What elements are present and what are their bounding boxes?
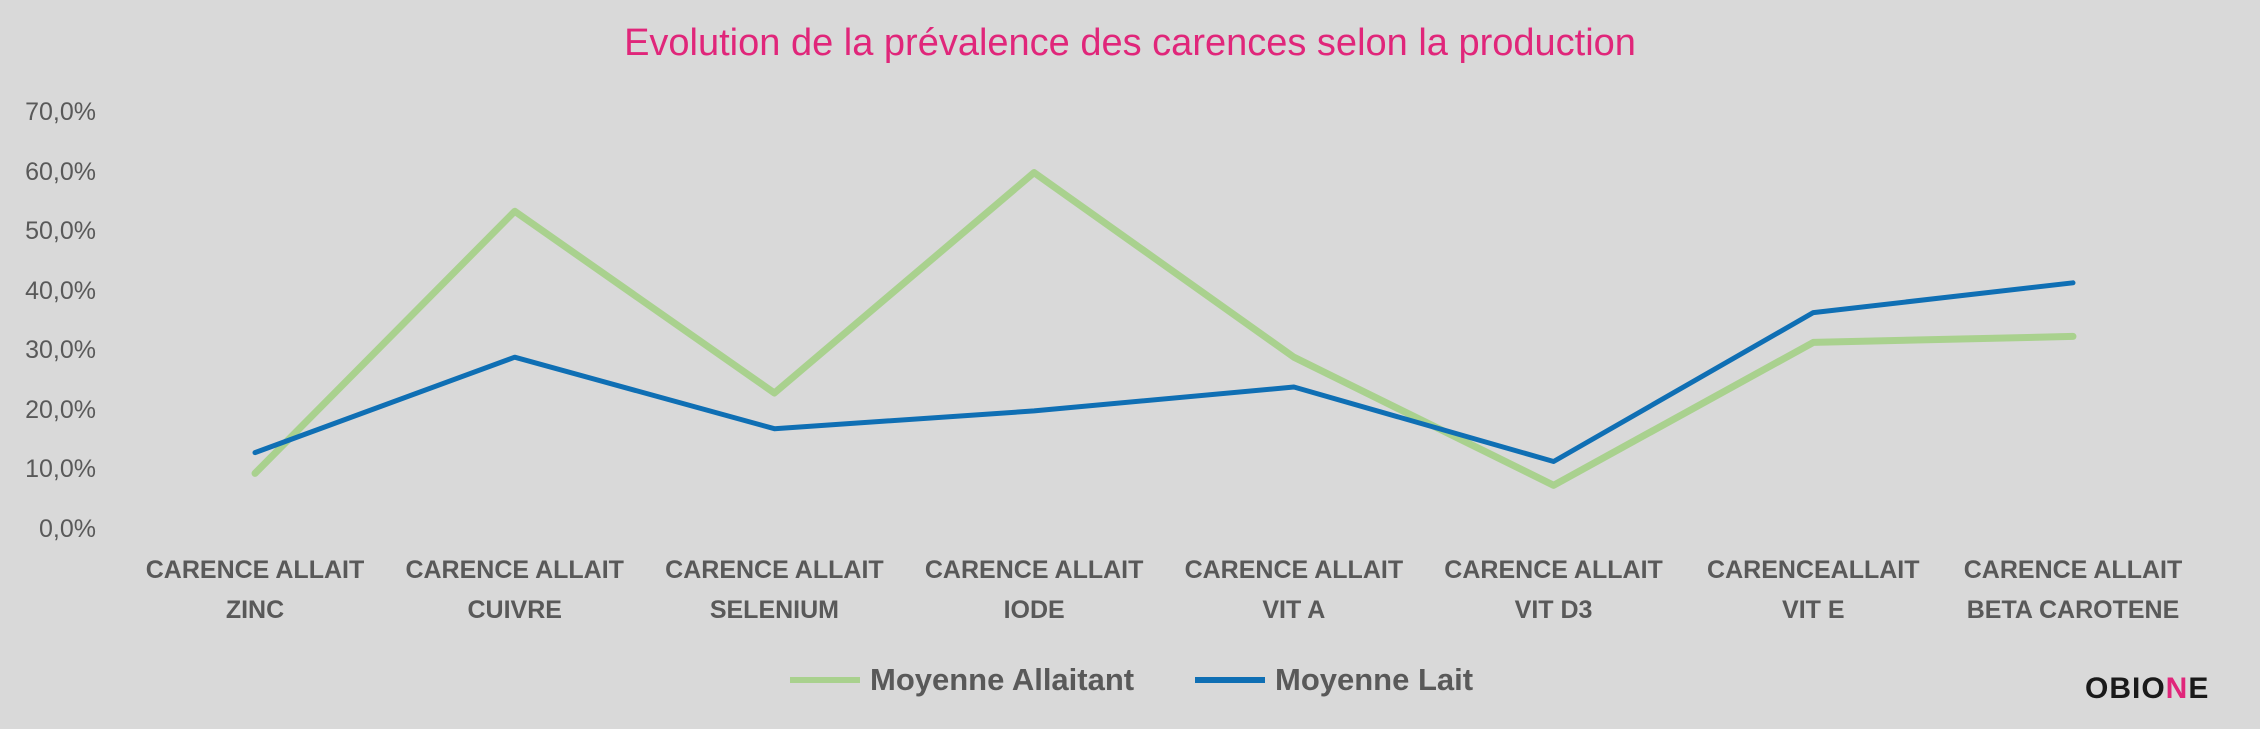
data-point bbox=[2072, 282, 2074, 284]
data-point bbox=[514, 210, 516, 212]
x-tick-label: CARENCE ALLAIT BETA CAROTENE bbox=[1963, 556, 2183, 624]
y-tick-label: 70,0% bbox=[25, 98, 96, 126]
legend-swatch bbox=[790, 677, 860, 683]
legend: Moyenne Allaitant Moyenne Lait bbox=[0, 655, 2260, 705]
series-line-moyenne-allaitant bbox=[251, 169, 2077, 489]
series-line-moyenne-lait bbox=[252, 280, 2076, 464]
y-tick-label: 50,0% bbox=[25, 217, 96, 246]
data-point bbox=[1553, 460, 1555, 462]
data-point bbox=[1293, 386, 1295, 388]
legend-item: Moyenne Allaitant bbox=[790, 655, 1134, 705]
data-point bbox=[1033, 172, 1035, 174]
x-tick-label: CARENCE ALLAIT VIT A bbox=[1184, 556, 1404, 624]
y-tick-label: 30,0% bbox=[25, 336, 96, 365]
obione-logo: OBIONE bbox=[2085, 672, 2210, 705]
x-tick-label: CARENCEALLAIT VIT E bbox=[1707, 556, 1920, 624]
legend-label: Moyenne Allaitant bbox=[870, 662, 1135, 697]
data-point bbox=[1033, 410, 1035, 412]
x-tick-label: CARENCE ALLAIT SELENIUM bbox=[665, 556, 884, 624]
data-point bbox=[1812, 312, 1814, 314]
y-tick-label: 20,0% bbox=[25, 395, 96, 424]
data-point bbox=[514, 356, 516, 358]
y-tick-label: 60,0% bbox=[25, 157, 96, 186]
x-tick-label: CARENCE ALLAIT CUIVRE bbox=[405, 556, 624, 624]
data-point bbox=[254, 472, 256, 474]
y-tick-label: 40,0% bbox=[25, 276, 96, 305]
y-tick-label: 10,0% bbox=[25, 455, 96, 484]
data-point bbox=[1553, 484, 1555, 486]
data-point bbox=[773, 428, 775, 430]
y-tick-label: 0,0% bbox=[39, 515, 96, 543]
data-point bbox=[1812, 341, 1814, 343]
data-point bbox=[773, 392, 775, 394]
legend-swatch bbox=[1195, 677, 1265, 683]
legend-label: Moyenne Lait bbox=[1275, 662, 1474, 697]
data-point bbox=[1293, 356, 1295, 358]
chart-title: Evolution de la prévalence des carences … bbox=[624, 22, 1636, 64]
x-tick-label: CARENCE ALLAIT ZINC bbox=[145, 556, 365, 624]
data-point bbox=[2072, 335, 2074, 337]
legend-item: Moyenne Lait bbox=[1195, 655, 1473, 705]
data-point bbox=[254, 452, 256, 454]
x-tick-label: CARENCE ALLAIT VIT D3 bbox=[1444, 556, 1663, 624]
x-tick-label: CARENCE ALLAIT IODE bbox=[924, 556, 1144, 624]
